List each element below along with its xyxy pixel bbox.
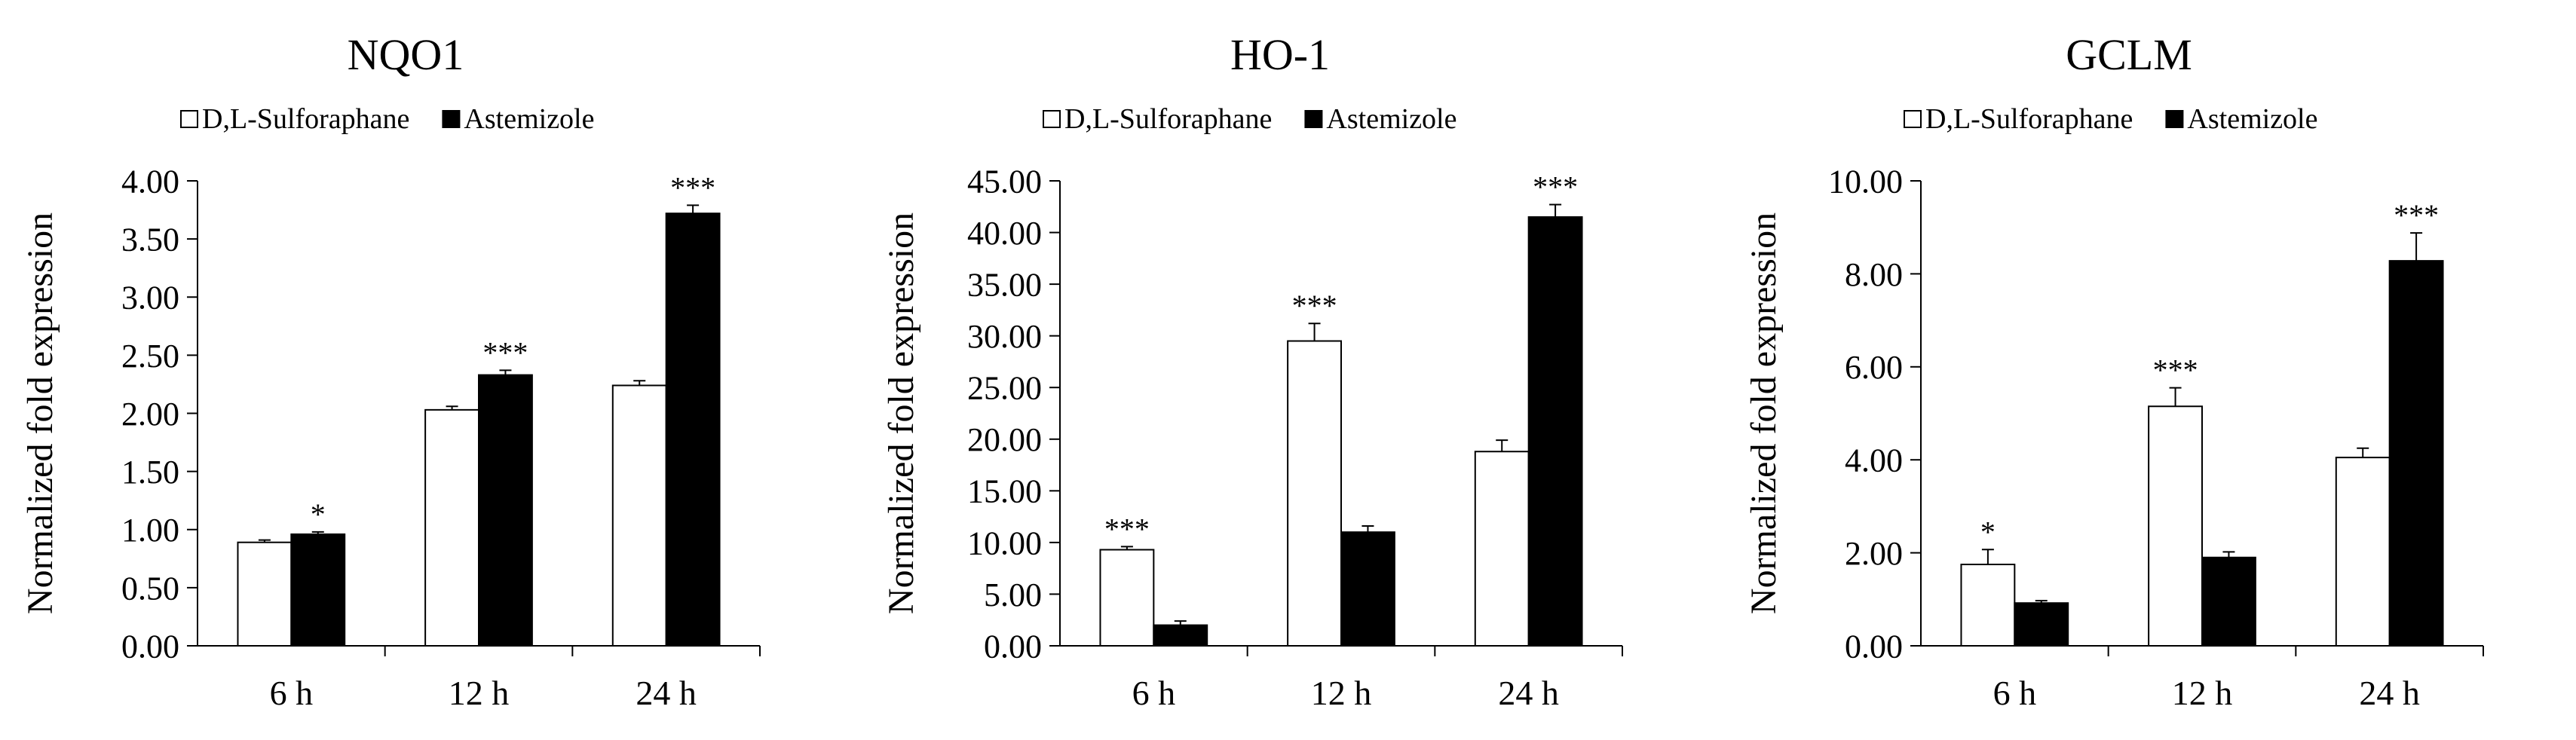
legend-label: D,L-Sulforaphane (1064, 103, 1272, 135)
significance-marker: *** (1292, 289, 1337, 323)
significance-marker: * (311, 497, 326, 531)
significance-marker: *** (2394, 198, 2439, 232)
y-tick-label: 2.00 (121, 396, 179, 433)
bar-d-l-sulforaphane-0 (1099, 549, 1155, 647)
y-tick-label: 40.00 (967, 215, 1042, 252)
y-axis-label: Normalized fold expression (1744, 213, 1784, 614)
chart-title: HO-1 (1230, 30, 1330, 79)
y-tick-label: 2.00 (1845, 535, 1903, 572)
y-axis-label: Normalized fold expression (881, 213, 921, 614)
bar-d-l-sulforaphane-1 (424, 408, 480, 647)
bar-d-l-sulforaphane-1 (1287, 340, 1343, 647)
y-tick-label: 8.00 (1845, 256, 1903, 293)
y-tick-label: 4.00 (1845, 442, 1903, 479)
x-tick-label: 24 h (2359, 674, 2420, 712)
significance-marker: *** (482, 335, 528, 369)
bar-d-l-sulforaphane-2 (611, 384, 667, 647)
legend-label: D,L-Sulforaphane (202, 103, 409, 135)
chart-title: NQO1 (348, 30, 464, 79)
y-tick-label: 35.00 (967, 267, 1042, 304)
y-tick-label: 15.00 (967, 473, 1042, 510)
y-tick-label: 1.50 (121, 454, 179, 491)
bar-astemizole-0 (290, 533, 346, 647)
legend-swatch (442, 110, 461, 128)
significance-marker: *** (2153, 353, 2198, 387)
legend-swatch (1043, 110, 1061, 128)
legend-label: Astemizole (1326, 103, 1456, 135)
chart-title: GCLM (2066, 30, 2192, 79)
y-tick-label: 2.50 (121, 338, 179, 375)
bar-astemizole-1 (1340, 531, 1395, 647)
y-tick-label: 45.00 (967, 163, 1042, 200)
bar-astemizole-2 (2388, 260, 2444, 647)
y-tick-label: 10.00 (967, 524, 1042, 561)
bar-d-l-sulforaphane-2 (1474, 451, 1530, 647)
legend-swatch (1904, 110, 1922, 128)
y-tick-label: 6.00 (1845, 349, 1903, 386)
x-tick-label: 6 h (270, 674, 314, 712)
y-tick-label: 25.00 (967, 370, 1042, 407)
bar-astemizole-0 (1153, 624, 1208, 647)
bar-astemizole-0 (2014, 602, 2069, 647)
bar-astemizole-1 (478, 374, 533, 647)
legend-label: D,L-Sulforaphane (1925, 103, 2133, 135)
x-tick-label: 12 h (2172, 674, 2233, 712)
y-tick-label: 4.00 (121, 163, 179, 200)
significance-marker: *** (1104, 512, 1150, 546)
y-tick-label: 0.00 (1845, 628, 1903, 665)
x-tick-label: 12 h (1311, 674, 1372, 712)
y-tick-label: 10.00 (1828, 163, 1903, 200)
y-tick-label: 3.00 (121, 280, 179, 316)
significance-marker: *** (670, 170, 715, 204)
y-tick-label: 20.00 (967, 421, 1042, 458)
chart-panel-nqo1: NQO1 D,L-Sulforaphane Astemizole Normalized… (20, 30, 761, 712)
chart-panel-gclm: GCLM D,L-Sulforaphane Astemizole Normalized… (1744, 30, 2484, 712)
legend-swatch (180, 110, 198, 128)
y-tick-label: 0.50 (121, 570, 179, 607)
x-tick-label: 6 h (1132, 674, 1176, 712)
bar-d-l-sulforaphane-0 (237, 541, 293, 647)
bar-astemizole-2 (1527, 216, 1583, 647)
y-tick-label: 5.00 (984, 576, 1042, 613)
bar-astemizole-2 (665, 213, 721, 647)
x-tick-label: 24 h (1498, 674, 1559, 712)
legend-swatch (1304, 110, 1323, 128)
y-tick-label: 0.00 (121, 628, 179, 665)
bar-astemizole-1 (2201, 556, 2256, 647)
chart-panel-ho1: HO-1 D,L-Sulforaphane Astemizole Normalized… (881, 30, 1623, 712)
x-tick-label: 6 h (1993, 674, 2037, 712)
legend-label: Astemizole (464, 103, 594, 135)
y-tick-label: 3.50 (121, 222, 179, 258)
x-tick-label: 24 h (636, 674, 697, 712)
significance-marker: * (1980, 515, 1996, 549)
significance-marker: *** (1533, 170, 1578, 204)
y-axis-label: Normalized fold expression (20, 213, 60, 614)
bar-d-l-sulforaphane-1 (2148, 405, 2203, 647)
y-tick-label: 0.00 (984, 628, 1042, 665)
y-tick-label: 30.00 (967, 318, 1042, 355)
bar-d-l-sulforaphane-0 (1960, 564, 2016, 647)
bar-d-l-sulforaphane-2 (2335, 457, 2391, 647)
y-tick-label: 1.00 (121, 512, 179, 549)
x-tick-label: 12 h (449, 674, 510, 712)
legend-swatch (2165, 110, 2184, 128)
legend-label: Astemizole (2187, 103, 2317, 135)
